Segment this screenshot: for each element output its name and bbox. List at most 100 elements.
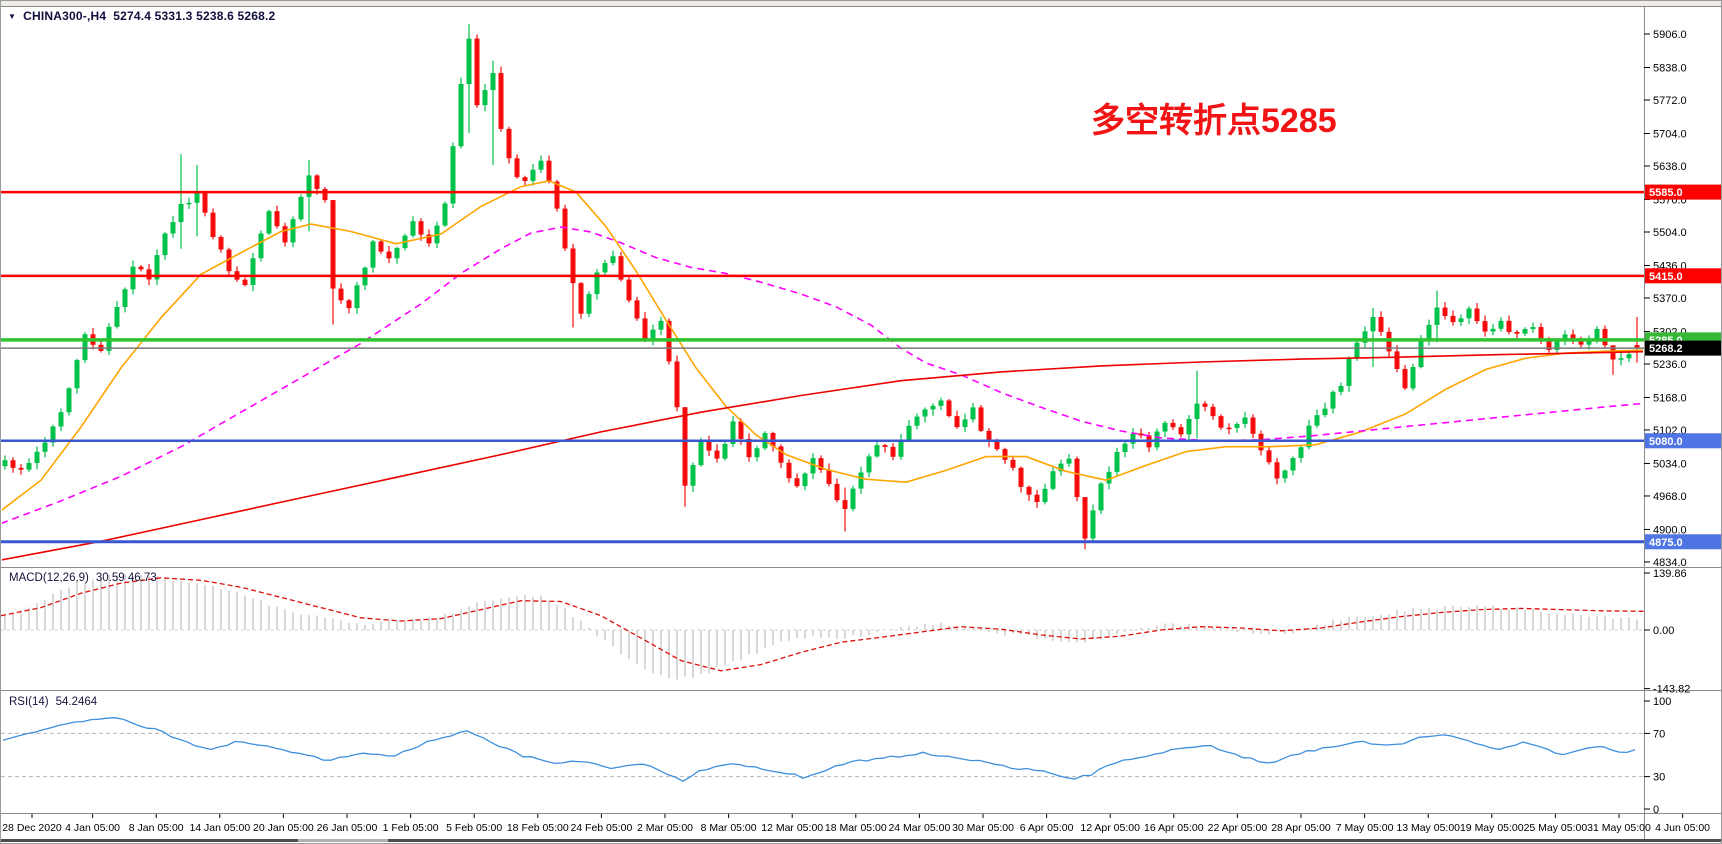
candle-body [1290,457,1296,471]
candle-body [1226,427,1232,430]
candle-body [802,473,808,487]
candle-body [266,211,272,234]
candle-body [1250,417,1256,434]
candle-body [1618,358,1624,360]
candle-body [570,248,576,284]
candle-body [538,160,544,170]
symbol-dropdown-icon[interactable]: ▼ [8,12,17,21]
candle-body [338,288,344,301]
candle-body [1490,328,1496,332]
macd-panel[interactable]: 139.86 0.00 -143.82 [1,568,1690,696]
candle-body [1114,452,1120,472]
candle-body [810,458,816,474]
candle-body [1138,433,1144,436]
rsi-panel[interactable]: 100 70 30 0 [1,696,1671,816]
candle-body [1354,342,1360,359]
price-tick-label: 5772.0 [1653,95,1687,107]
candle-body [18,467,24,470]
candle-body [602,262,608,273]
candle-body [1098,483,1104,511]
candle-body [586,294,592,314]
candle-body [1530,327,1536,330]
candle-body [226,249,232,272]
candle-body [1338,385,1344,392]
candle-body [1546,338,1552,350]
candle-body [890,446,896,457]
candle-body [1042,488,1048,503]
candle-body [1082,497,1088,539]
macd-axis-label: -143.82 [1653,684,1690,696]
candle-body [850,488,856,509]
macd-values: 30.59 46.73 [95,572,157,584]
candle-body [1362,331,1368,343]
candle-body [690,465,696,486]
candle-body [138,266,144,270]
time-tick-label: 7 May 05:00 [1336,822,1394,834]
candle-body [626,279,632,301]
candle-body [874,445,880,457]
price-badge-bg [1645,433,1721,449]
candle-body [1090,510,1096,539]
candle-body [1218,416,1224,428]
candle-body [746,438,752,458]
candle-body [1522,329,1528,334]
symbol-info-bar: ▼ CHINA300-,H4 5274.4 5331.3 5238.6 5268.2 [8,9,275,23]
candle-body [1154,431,1160,448]
candle-body [290,219,296,243]
candle-body [1050,471,1056,489]
candle-body [474,38,480,106]
candle-body [194,193,200,203]
rsi-axis-label: 100 [1653,696,1671,708]
price-tick-label: 5838.0 [1653,62,1687,74]
time-tick-label: 8 Mar 05:00 [701,822,757,834]
candle-body [1202,403,1208,407]
candle-body [778,446,784,463]
price-badge-5080.0: 5080.0 [1645,433,1721,449]
candle-body [2,460,8,467]
time-axis[interactable]: 28 Dec 2020 4 Jan 05:00 8 Jan 05:00 14 Jan … [2,814,1710,834]
candle-body [1378,317,1384,332]
candle-body [1426,324,1432,341]
candle-body [458,84,464,147]
price-tick-label: 5906.0 [1653,29,1687,41]
ohlc-readout: 5274.4 5331.3 5238.6 5268.2 [113,9,276,23]
time-tick-label: 18 Feb 05:00 [507,822,569,834]
candle-body [738,421,744,439]
candle-body [1130,433,1136,444]
candle-body [1194,403,1200,419]
candle-body [346,300,352,309]
candle-body [74,360,80,389]
candle-body [1026,486,1032,495]
level-lines [1,190,1644,544]
main-chart-area[interactable] [1,24,1644,561]
candle-body [1394,351,1400,369]
price-axis[interactable]: 5906.05838.05772.05704.05638.05570.05504… [1644,29,1722,569]
candle-body [314,175,320,189]
candlestick-series [2,24,1640,550]
time-tick-label: 6 Apr 05:00 [1020,822,1074,834]
candle-body [698,440,704,466]
rsi-line [2,717,1636,782]
candle-body [898,439,904,457]
rsi-value: 54.2464 [55,696,98,708]
candle-body [498,73,504,129]
candle-body [370,241,376,268]
time-tick-label: 26 Jan 05:00 [317,822,378,834]
candle-body [546,160,552,182]
candle-body [298,196,304,220]
candle-body [378,241,384,252]
candle-body [394,248,400,259]
candle-body [986,430,992,442]
candle-body [610,256,616,263]
time-tick-label: 1 Feb 05:00 [383,822,439,834]
candle-body [1066,458,1072,464]
candle-body [122,289,128,307]
macd-axis-label: 139.86 [1653,568,1687,580]
time-tick-label: 4 Jan 05:00 [65,822,120,834]
candle-body [554,181,560,209]
scrollbar-thumb[interactable] [298,839,388,842]
price-badge-text: 5268.2 [1649,343,1683,355]
candle-body [1178,427,1184,435]
